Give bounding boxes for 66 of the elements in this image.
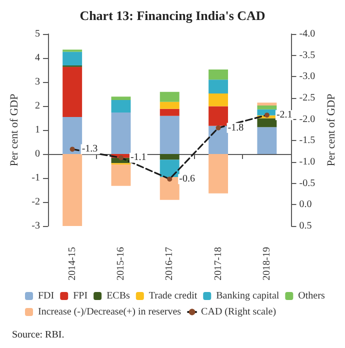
legend-label: CAD (Right scale) (201, 306, 276, 318)
y2-tick-label: -3.0 (299, 71, 316, 82)
x-tick-label: 2014-15 (66, 247, 78, 280)
y2-tick-label: 0.5 (299, 220, 312, 232)
y2-tick-label: 0.0 (299, 199, 312, 210)
x-tick-label: 2018-19 (261, 247, 272, 280)
y2-tick-label: -2.0 (299, 114, 316, 125)
source-note: Source: RBI. (12, 330, 64, 340)
legend-label: Others (298, 290, 325, 302)
bar (257, 127, 277, 154)
data-label: -2.1 (276, 110, 292, 121)
bar (208, 80, 228, 94)
bar (160, 160, 180, 178)
y-tick-label: 4 (35, 52, 40, 64)
x-tick-label: 2016-17 (164, 247, 176, 280)
legend-label: FPI (73, 290, 88, 302)
bar (208, 94, 228, 106)
bar (257, 102, 277, 106)
y-tick-label: -2 (32, 196, 40, 208)
bar (62, 117, 82, 154)
y-axis-title: Per cent of GDP (8, 94, 20, 166)
y2-tick-label: -4.0 (299, 28, 316, 40)
bar (257, 106, 277, 110)
legend-label: Increase (-)/Decrease(+) in reserves (38, 306, 182, 318)
legend-label: Banking capital (216, 290, 280, 302)
y-tick-label: 5 (35, 28, 40, 40)
y-tick-label: 1 (35, 124, 40, 136)
data-label: -1.8 (228, 122, 244, 134)
bar (160, 92, 180, 102)
data-label: -1.3 (82, 144, 98, 155)
data-label: -1.1 (130, 152, 146, 164)
y2-axis-title: Per cent of GDP (326, 94, 338, 166)
bar (257, 118, 277, 128)
y2-tick-label: -1.0 (299, 156, 316, 168)
y-tick-label: 3 (35, 76, 40, 88)
y-tick-label: 0 (35, 148, 40, 160)
bar (111, 164, 131, 186)
bar (208, 106, 228, 126)
legend-label: Trade credit (148, 290, 198, 302)
y2-tick-label: -0.5 (299, 178, 316, 189)
x-tick-label: 2015-16 (115, 247, 126, 280)
y-tick-label: -1 (32, 172, 40, 184)
bar (160, 177, 180, 200)
y2-tick-label: -1.5 (299, 135, 316, 146)
bar (62, 154, 82, 226)
y-tick-label: 2 (35, 100, 40, 112)
bar (208, 70, 228, 80)
bar (111, 100, 131, 112)
bar (208, 126, 228, 154)
bar (62, 52, 82, 66)
bar (160, 116, 180, 154)
legend-label: ECBs (106, 290, 130, 302)
bar (62, 66, 82, 118)
bar (111, 112, 131, 154)
x-tick-label: 2017-18 (212, 247, 224, 280)
bar (111, 96, 131, 100)
bar (160, 154, 180, 160)
chart-title: Chart 13: Financing India's CAD (80, 8, 266, 23)
bar (160, 102, 180, 109)
legend-label: FDI (38, 290, 54, 302)
bar (208, 154, 228, 194)
bar (160, 108, 180, 116)
data-label: -0.6 (179, 174, 195, 185)
y2-tick-label: -3.5 (299, 50, 316, 61)
y-tick-label: -3 (32, 220, 40, 232)
y2-tick-label: -2.5 (299, 92, 316, 104)
